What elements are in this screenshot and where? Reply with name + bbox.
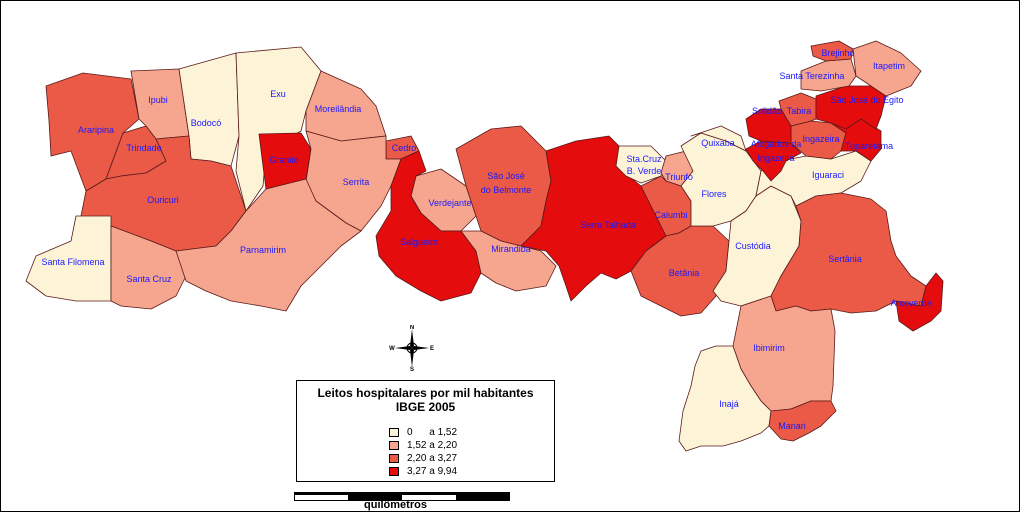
municipality-label: Brejinho xyxy=(821,48,854,58)
north-arrow-icon: N S E W xyxy=(387,325,437,376)
scale-label: quilômetros xyxy=(364,499,427,511)
municipality-label: Inajá xyxy=(719,399,739,409)
municipality-label: Sertânia xyxy=(828,254,862,264)
legend-swatch xyxy=(389,454,399,463)
legend-label: 0 a 1,52 xyxy=(407,427,458,438)
municipality-label: Flores xyxy=(701,189,727,199)
municipality-santa-cruz xyxy=(110,225,187,310)
municipality-label: Trindade xyxy=(126,143,161,153)
municipality-label: Solidão xyxy=(752,106,782,116)
municipality-label: Tabira xyxy=(787,106,812,116)
municipality-label: São José xyxy=(487,171,525,181)
municipality-label: Santa Cruz xyxy=(126,274,172,284)
municipality-label: Parnamirim xyxy=(240,245,286,255)
municipality-label: São José do Egito xyxy=(830,95,903,105)
municipality-label: Ouricuri xyxy=(147,195,179,205)
scale-bar xyxy=(294,488,510,506)
municipality-label: Exu xyxy=(270,89,286,99)
legend-row: 0 a 1,52 xyxy=(389,426,457,439)
north-label: N xyxy=(410,325,414,331)
south-label: S xyxy=(410,367,414,371)
municipality-sertania xyxy=(770,192,927,314)
legend-title: Leitos hospitalares por mil habitantes xyxy=(317,386,534,400)
municipality-label: Ingazeira xyxy=(757,153,794,163)
west-label: W xyxy=(389,346,395,352)
municipality-label: Afogados da xyxy=(751,139,802,149)
municipality-label: Iguaraci xyxy=(812,170,844,180)
east-label: E xyxy=(430,346,434,352)
municipality-label: Itapetim xyxy=(873,61,905,71)
municipality-solidao xyxy=(745,108,792,144)
municipality-tabira xyxy=(778,92,817,127)
municipality-label: Arcoverde xyxy=(890,298,931,308)
municipality-label: Bodocó xyxy=(191,118,222,128)
legend-swatch xyxy=(389,428,399,437)
municipality-label: Manari xyxy=(778,421,806,431)
municipality-label: Ibimirim xyxy=(753,343,785,353)
municipality-label: Calumbi xyxy=(654,210,687,220)
legend-rows: 0 a 1,52 1,52 a 2,20 2,20 a 3,27 3,27 a … xyxy=(389,426,457,478)
municipality-mirandiba xyxy=(460,230,557,292)
municipality-labels: Araripina Ipubi Bodocó Exu Moreilândia Trinda… xyxy=(41,48,931,431)
legend-label: 3,27 a 9,94 xyxy=(407,466,458,477)
municipality-label: Ingazeira xyxy=(802,134,839,144)
municipality-label: Ipubi xyxy=(148,95,168,105)
municipality-inaja xyxy=(678,345,772,452)
legend-row: 2,20 a 3,27 xyxy=(389,452,457,465)
legend-row: 3,27 a 9,94 xyxy=(389,465,457,478)
municipality-label: Sta.Cruz xyxy=(626,154,662,164)
municipality-parnamirim xyxy=(175,178,362,312)
municipality-brejinho xyxy=(810,40,854,62)
legend-subtitle: IBGE 2005 xyxy=(395,400,456,414)
municipality-itapetim xyxy=(852,40,922,97)
municipality-sao-jose-do-egito xyxy=(815,85,887,130)
municipality-sta-cruz-b-verde xyxy=(615,145,667,184)
municipality-label: Mirandiba xyxy=(491,244,531,254)
municipality-label: Tuparetama xyxy=(845,141,893,151)
municipality-label: Betânia xyxy=(669,268,700,278)
municipality-label: Custódia xyxy=(735,241,771,251)
municipality-quixaba xyxy=(690,125,747,152)
legend-swatch xyxy=(389,467,399,476)
legend: Leitos hospitalares por mil habitantes I… xyxy=(296,380,555,482)
municipality-manari xyxy=(768,400,837,442)
municipality-label: Araripina xyxy=(78,125,114,135)
municipality-arcoverde xyxy=(895,272,944,332)
municipality-label: Santa Terezinha xyxy=(780,71,845,81)
municipality-label: Santa Filomena xyxy=(41,257,104,267)
municipality-label: Serra Talhada xyxy=(580,220,636,230)
municipality-label: Serrita xyxy=(343,177,370,187)
legend-swatch xyxy=(389,441,399,450)
legend-label: 2,20 a 3,27 xyxy=(407,453,458,464)
legend-row: 1,52 a 2,20 xyxy=(389,439,457,452)
municipality-label: Cedro xyxy=(392,143,417,153)
municipality-label: B. Verde xyxy=(627,166,662,176)
municipality-shapes xyxy=(25,40,944,452)
municipality-label: Moreilândia xyxy=(315,104,362,114)
legend-label: 1,52 a 2,20 xyxy=(407,440,458,451)
municipality-label: do Belmonte xyxy=(481,185,532,195)
municipality-label: Salgueiro xyxy=(400,237,438,247)
municipality-label: Triunfo xyxy=(665,172,693,182)
municipality-label: Quixaba xyxy=(701,138,735,148)
municipality-label: Granito xyxy=(269,155,299,165)
municipality-label: Verdejante xyxy=(428,198,471,208)
